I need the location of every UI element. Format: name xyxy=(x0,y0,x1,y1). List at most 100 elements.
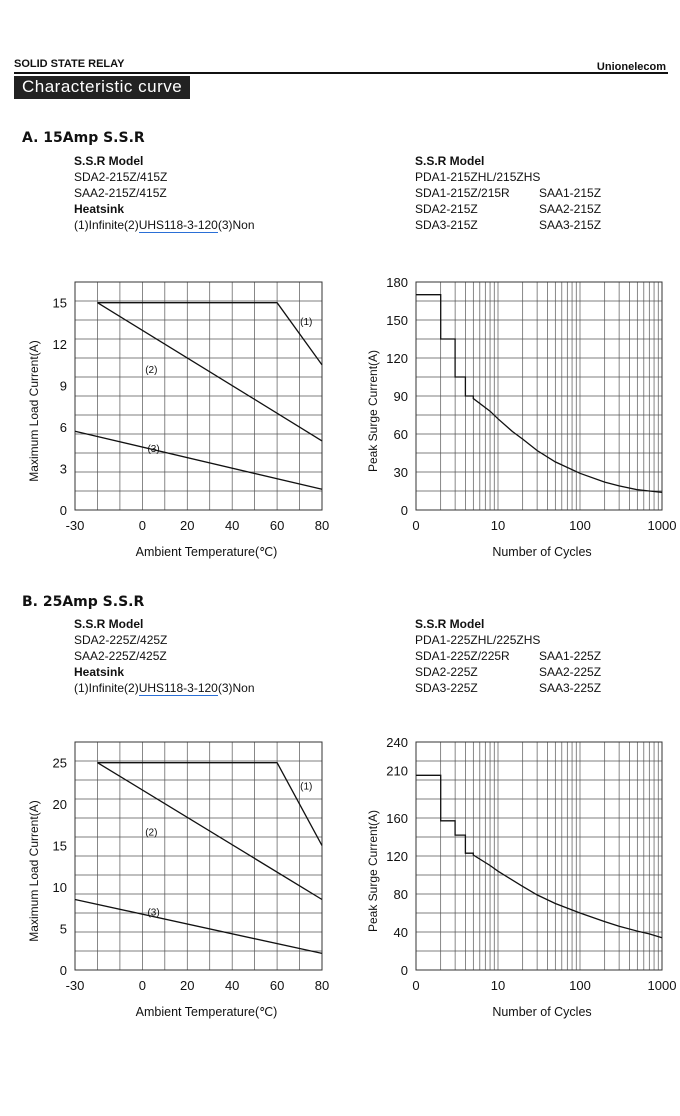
model-item: SAA2-215Z/415Z xyxy=(74,186,167,200)
x-tick-label: 60 xyxy=(270,978,284,993)
series-line-2 xyxy=(97,302,323,442)
model-item: SAA2-225Z/425Z xyxy=(74,649,167,663)
y-tick-label: 160 xyxy=(386,811,408,826)
y-tick-label: 0 xyxy=(60,963,67,978)
model-label: S.S.R Model xyxy=(74,617,144,631)
chart-a-surge-current: 0 10 100 1000 0 30 60 90 120 150 180 Number of Cycl… xyxy=(366,275,677,559)
x-tick-label: 100 xyxy=(569,978,591,993)
y-tick-label: 120 xyxy=(386,351,408,366)
model-item: SDA2-215Z/415Z xyxy=(74,170,168,184)
series-line-1 xyxy=(97,762,323,846)
section-b-left-block: S.S.R Model SDA2-225Z/425Z SAA2-225Z/425… xyxy=(74,616,255,696)
x-tick-label: 40 xyxy=(225,518,239,533)
y-tick-label: 240 xyxy=(386,735,408,750)
series-line-2 xyxy=(97,762,323,901)
x-tick-label: 0 xyxy=(139,518,146,533)
model-row: SDA1-215Z/215R SAA1-215Z xyxy=(415,185,655,201)
section-b-right-block: S.S.R Model PDA1-225ZHL/225ZHS SDA1-225Z… xyxy=(415,616,655,696)
model-item: SAA2-225Z xyxy=(539,665,602,679)
y-tick-label: 12 xyxy=(53,337,67,352)
heatsink-text: (1)Infinite(2)UHS118-3-120(3)Non xyxy=(74,681,255,696)
y-tick-label: 3 xyxy=(60,462,67,477)
heatsink-text: (1)Infinite(2)UHS118-3-120(3)Non xyxy=(74,218,255,233)
y-tick-label: 10 xyxy=(53,880,67,895)
y-axis-label: Maximum Load Current(A) xyxy=(27,340,41,481)
header-left-title: SOLID STATE RELAY xyxy=(14,58,125,70)
series-line-1 xyxy=(416,294,663,493)
y-tick-label: 180 xyxy=(386,275,408,290)
plot-frame xyxy=(74,741,323,971)
page-title: Characteristic curve xyxy=(14,76,191,99)
series-line-3 xyxy=(74,430,323,490)
y-axis-label: Peak Surge Current(A) xyxy=(366,810,380,932)
x-tick-label: 10 xyxy=(491,978,505,993)
y-tick-label: 120 xyxy=(386,849,408,864)
y-tick-label: 30 xyxy=(394,465,408,480)
y-tick-label: 9 xyxy=(60,379,67,394)
model-item: SDA3-225Z xyxy=(415,681,478,695)
y-tick-label: 40 xyxy=(394,925,408,940)
section-a-right-block: S.S.R Model PDA1-215ZHL/215ZHS SDA1-215Z… xyxy=(415,153,655,233)
model-item: SDA2-215Z xyxy=(415,202,478,216)
x-axis-label: Number of Cycles xyxy=(492,545,591,559)
series-line-1 xyxy=(97,302,323,366)
y-tick-label: 6 xyxy=(60,420,67,435)
y-axis-label: Maximum Load Current(A) xyxy=(27,800,41,941)
model-item: SDA3-215Z xyxy=(415,218,478,232)
model-row: SDA3-225Z SAA3-225Z xyxy=(415,680,655,696)
model-item: SAA1-225Z xyxy=(539,649,602,663)
model-label: S.S.R Model xyxy=(415,154,485,168)
x-tick-label: 20 xyxy=(180,518,194,533)
y-tick-label: 150 xyxy=(386,313,408,328)
chart-b-surge-current: 0 10 100 1000 0 40 80 120 160 210 240 Number of Cyc… xyxy=(366,735,677,1019)
model-row: SDA2-225Z SAA2-225Z xyxy=(415,664,655,680)
y-tick-label: 0 xyxy=(401,503,408,518)
curve-annotation: (2) xyxy=(145,365,157,376)
x-tick-label: 0 xyxy=(412,978,419,993)
x-tick-label: 80 xyxy=(315,978,329,993)
x-tick-label: 1000 xyxy=(648,978,677,993)
x-axis-label: Ambient Temperature(℃) xyxy=(136,545,278,559)
plot-frame xyxy=(415,281,663,511)
heatsink-label: Heatsink xyxy=(74,665,125,679)
x-tick-label: 0 xyxy=(412,518,419,533)
x-tick-label: 80 xyxy=(315,518,329,533)
section-b-title: B. 25Amp S.S.R xyxy=(22,594,145,610)
y-tick-label: 210 xyxy=(386,764,408,779)
y-tick-label: 60 xyxy=(394,427,408,442)
x-tick-label: -30 xyxy=(66,518,85,533)
x-axis-label: Number of Cycles xyxy=(492,1005,591,1019)
y-tick-label: 90 xyxy=(394,389,408,404)
y-tick-label: 0 xyxy=(60,503,67,518)
curve-annotation: (3) xyxy=(147,907,159,918)
x-tick-label: 1000 xyxy=(648,518,677,533)
heatsink-label: Heatsink xyxy=(74,202,125,216)
model-row: SDA1-225Z/225R SAA1-225Z xyxy=(415,648,655,664)
x-tick-label: 10 xyxy=(491,518,505,533)
x-tick-label: 100 xyxy=(569,518,591,533)
model-label: S.S.R Model xyxy=(415,617,485,631)
curve-annotation: (2) xyxy=(145,828,157,839)
curve-annotation: (1) xyxy=(300,317,312,328)
model-row: SDA3-215Z SAA3-215Z xyxy=(415,217,655,233)
header-divider xyxy=(14,72,668,74)
y-tick-label: 20 xyxy=(53,797,67,812)
model-item: SAA1-215Z xyxy=(539,186,602,200)
model-item: SDA2-225Z/425Z xyxy=(74,633,168,647)
y-tick-label: 80 xyxy=(394,887,408,902)
plot-frame xyxy=(74,281,323,511)
header-brand: Unionelecom xyxy=(596,61,666,73)
x-tick-label: 60 xyxy=(270,518,284,533)
x-tick-label: 0 xyxy=(139,978,146,993)
curve-annotation: (3) xyxy=(147,444,159,455)
curve-annotation: (1) xyxy=(300,781,312,792)
series-line-1 xyxy=(416,774,663,939)
model-item: SAA3-225Z xyxy=(539,681,602,695)
model-item: SDA2-225Z xyxy=(415,665,478,679)
model-label: S.S.R Model xyxy=(74,154,144,168)
model-row: SDA2-215Z SAA2-215Z xyxy=(415,201,655,217)
plot-frame xyxy=(415,741,663,971)
section-a-title: A. 15Amp S.S.R xyxy=(22,130,145,146)
x-tick-label: 20 xyxy=(180,978,194,993)
